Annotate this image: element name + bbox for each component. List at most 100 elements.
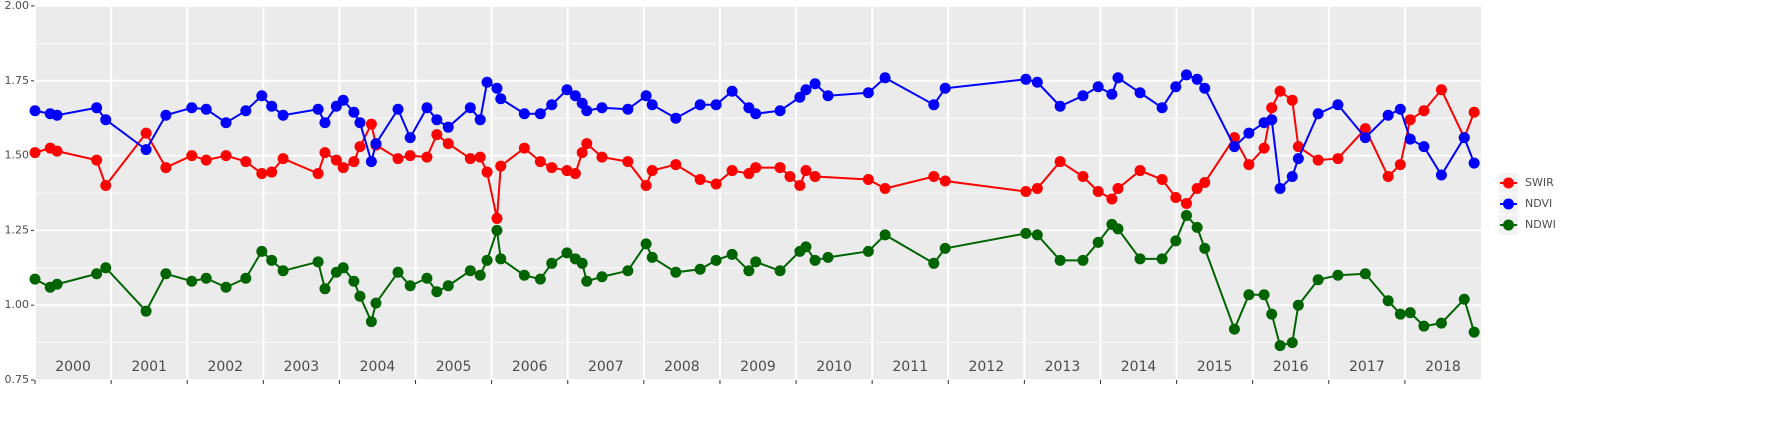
y-tick-label: 2.00 — [5, 0, 30, 12]
data-point — [1092, 236, 1104, 248]
data-point — [370, 297, 382, 309]
data-point — [1031, 76, 1043, 88]
data-point — [1382, 295, 1394, 307]
y-tick-label: 1.25 — [5, 223, 30, 236]
data-point — [622, 103, 634, 115]
data-point — [822, 251, 834, 263]
data-point — [646, 165, 658, 177]
x-tick-label: 2002 — [207, 359, 243, 375]
x-tick-label: 2015 — [1197, 359, 1233, 375]
data-point — [1435, 317, 1447, 329]
data-point — [91, 102, 103, 114]
data-point — [1031, 229, 1043, 241]
data-point — [1156, 102, 1168, 114]
data-point — [1382, 171, 1394, 183]
data-point — [1156, 174, 1168, 186]
legend-marker — [1503, 198, 1514, 210]
data-point — [726, 85, 738, 97]
data-point — [140, 127, 152, 139]
x-tick-label: 2012 — [968, 359, 1004, 375]
data-point — [220, 117, 232, 129]
x-tick-label: 2008 — [664, 359, 700, 375]
data-point — [365, 156, 377, 168]
data-point — [622, 265, 634, 277]
data-point — [220, 150, 232, 162]
data-point — [1243, 127, 1255, 139]
data-point — [319, 147, 331, 159]
data-point — [576, 147, 588, 159]
data-point — [1435, 84, 1447, 96]
data-point — [1106, 193, 1118, 205]
data-point — [1228, 323, 1240, 335]
data-point — [640, 238, 652, 250]
data-point — [312, 103, 324, 115]
data-point — [809, 78, 821, 90]
data-point — [546, 162, 558, 174]
data-point — [421, 151, 433, 163]
data-point — [491, 82, 503, 94]
data-point — [1092, 186, 1104, 198]
data-point — [1054, 156, 1066, 168]
data-point — [29, 273, 41, 285]
data-point — [1274, 183, 1286, 195]
data-point — [670, 159, 682, 171]
data-point — [100, 180, 112, 192]
data-point — [421, 272, 433, 284]
data-point — [240, 272, 252, 284]
data-point — [569, 90, 581, 102]
data-point — [431, 114, 443, 126]
data-point — [421, 102, 433, 114]
data-point — [1394, 159, 1406, 171]
data-point — [534, 273, 546, 285]
y-tick-label: 1.75 — [5, 74, 30, 87]
data-point — [561, 84, 573, 96]
data-point — [140, 305, 152, 317]
data-point — [464, 102, 476, 114]
data-point — [431, 129, 443, 141]
data-point — [392, 153, 404, 165]
data-point — [200, 154, 212, 166]
data-point — [312, 168, 324, 180]
data-point — [726, 165, 738, 177]
data-point — [1077, 171, 1089, 183]
data-point — [596, 151, 608, 163]
data-point — [1404, 114, 1416, 126]
data-point — [1418, 320, 1430, 332]
data-point — [1077, 254, 1089, 266]
data-point — [200, 272, 212, 284]
data-point — [710, 99, 722, 111]
data-point — [561, 247, 573, 259]
data-point — [1292, 141, 1304, 153]
data-point — [694, 174, 706, 186]
data-point — [809, 254, 821, 266]
x-tick-label: 2017 — [1349, 359, 1385, 375]
x-tick-label: 2010 — [816, 359, 852, 375]
data-point — [1458, 132, 1470, 144]
data-point — [774, 162, 786, 174]
data-point — [939, 175, 951, 187]
data-point — [277, 153, 289, 165]
data-point — [186, 275, 198, 287]
data-point — [800, 165, 812, 177]
data-point — [1156, 253, 1168, 265]
x-tick-label: 2013 — [1045, 359, 1081, 375]
data-point — [1312, 274, 1324, 286]
data-point — [1394, 308, 1406, 320]
data-point — [1191, 221, 1203, 233]
data-point — [256, 168, 268, 180]
data-point — [1382, 109, 1394, 121]
data-point — [1312, 108, 1324, 120]
data-point — [939, 242, 951, 254]
data-point — [1404, 307, 1416, 319]
y-tick-label: 1.00 — [5, 298, 30, 311]
data-point — [1418, 105, 1430, 117]
data-point — [277, 265, 289, 277]
data-point — [1404, 133, 1416, 145]
data-point — [1332, 269, 1344, 281]
data-point — [1199, 177, 1211, 189]
data-point — [596, 271, 608, 283]
data-point — [596, 102, 608, 114]
data-point — [862, 245, 874, 257]
data-point — [581, 105, 593, 117]
